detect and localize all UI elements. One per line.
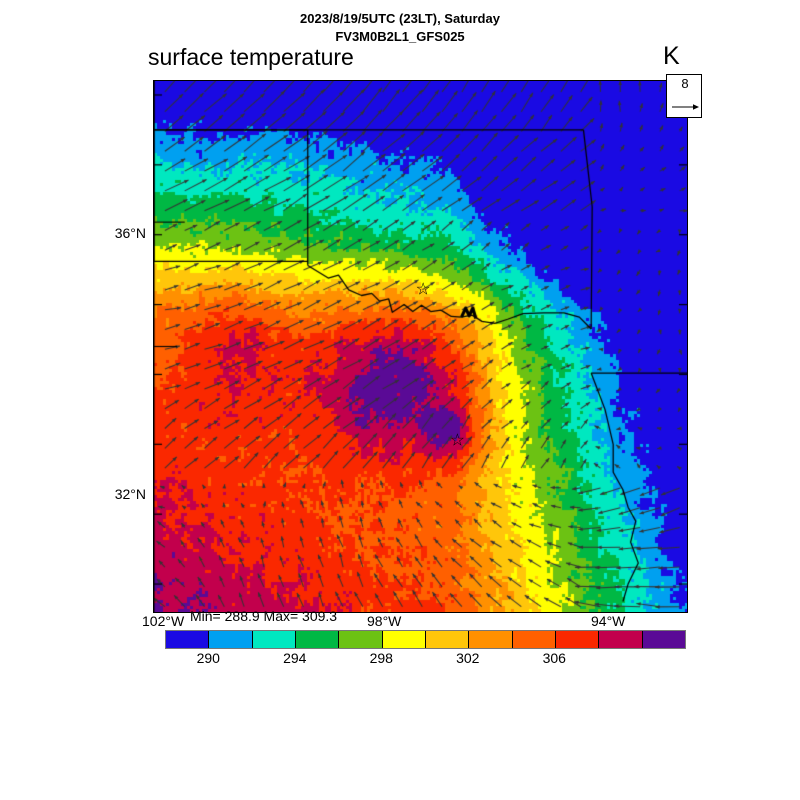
title-model: FV3M0B2L1_GFS025: [335, 29, 465, 44]
colorbar-segment-8: [512, 631, 556, 648]
x-tick-102W: 102°W: [142, 613, 185, 629]
colorbar-segment-6: [425, 631, 470, 648]
x-tick-94W: 94°W: [591, 613, 626, 629]
colorbar-segment-9: [555, 631, 600, 648]
colorbar[interactable]: [165, 630, 686, 649]
page-title: surface temperature: [148, 44, 354, 70]
colorbar-segment-4: [339, 631, 383, 648]
y-tick-36N: 36°N: [114, 225, 146, 241]
map-plot-area[interactable]: ☆☆: [153, 80, 688, 613]
colorbar-tick-306: 306: [542, 650, 566, 666]
colorbar-tick-290: 290: [196, 650, 220, 666]
colorbar-tick-302: 302: [456, 650, 480, 666]
colorbar-segment-3: [295, 631, 340, 648]
units-label: K: [663, 42, 680, 70]
vector-scale-legend: 8: [666, 74, 702, 118]
colorbar-segment-10: [599, 631, 643, 648]
colorbar-segment-5: [382, 631, 426, 648]
minmax-stats: Min= 288.9 Max= 309.3: [190, 608, 338, 624]
colorbar-segment-2: [252, 631, 296, 648]
colorbar-segment-7: [469, 631, 513, 648]
colorbar-tick-294: 294: [283, 650, 307, 666]
y-tick-32N: 32°N: [114, 486, 146, 502]
title-date: 2023/8/19/5UTC (23LT), Saturday: [300, 11, 500, 26]
colorbar-segment-0: [166, 631, 210, 648]
colorbar-segment-11: [642, 631, 685, 648]
x-tick-98W: 98°W: [367, 613, 402, 629]
right-arrow-icon: [672, 104, 699, 110]
colorbar-segment-1: [209, 631, 253, 648]
vector-scale-value: 8: [681, 76, 689, 91]
colorbar-tick-298: 298: [369, 650, 393, 666]
axis-ticks: [154, 81, 687, 612]
